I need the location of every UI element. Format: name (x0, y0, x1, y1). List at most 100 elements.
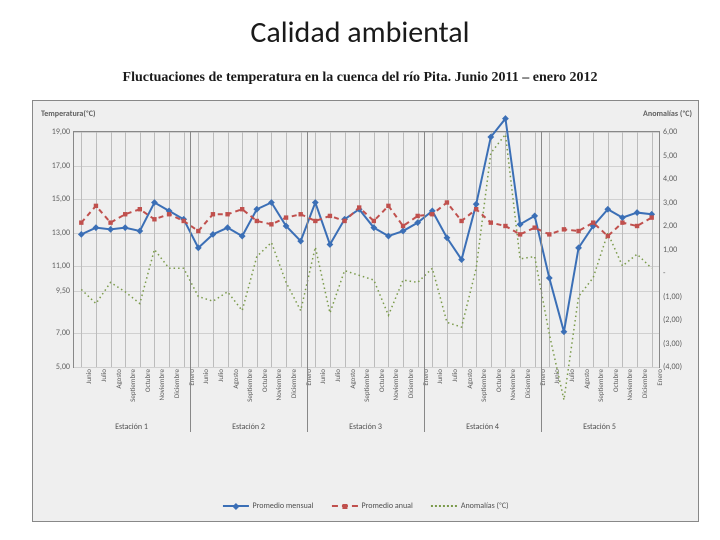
marker-promedio_anual (503, 224, 507, 228)
x-tick-month: Octubre (260, 369, 269, 392)
y-tick-right: 2,00 (663, 221, 677, 231)
marker-promedio_anual (474, 207, 478, 211)
marker-promedio_anual (620, 220, 624, 224)
x-tick-month: Enero (304, 369, 313, 386)
marker-promedio_anual (94, 204, 98, 208)
y-tick-right: 1,00 (663, 245, 677, 255)
marker-promedio_anual (298, 212, 302, 216)
marker-promedio_anual (357, 205, 361, 209)
x-tick-month: Agosto (231, 369, 240, 389)
marker-promedio_anual (386, 204, 390, 208)
marker-promedio_anual (269, 222, 273, 226)
x-tick-month: Diciembre (406, 369, 415, 398)
x-tick-month: Enero (187, 369, 196, 386)
plot-area: 5,007,009,5011,0013,0015,0017,0019,00(4,… (73, 131, 660, 368)
x-tick-month: Junio (201, 369, 210, 384)
x-tick-month: Octubre (494, 369, 503, 392)
y-tick-right: 6,00 (663, 127, 677, 137)
marker-promedio_mensual (634, 209, 641, 216)
station-label: Estación 4 (466, 422, 499, 432)
y-tick-left: 13,00 (52, 228, 70, 238)
x-tick-month: Junio (435, 369, 444, 384)
slide: Calidad ambiental Fluctuaciones de tempe… (0, 0, 720, 540)
x-tick-month: Septiembre (479, 369, 488, 402)
marker-promedio_mensual (561, 328, 568, 335)
marker-promedio_anual (313, 219, 317, 223)
marker-promedio_anual (606, 234, 610, 238)
marker-promedio_anual (635, 224, 639, 228)
marker-promedio_anual (181, 219, 185, 223)
series-anomalias (81, 134, 651, 400)
y-tick-left: 17,00 (52, 161, 70, 171)
marker-promedio_anual (576, 229, 580, 233)
x-tick-month: Agosto (465, 369, 474, 389)
y-tick-right: (2,00) (663, 315, 682, 325)
marker-promedio_anual (489, 220, 493, 224)
series-promedio_mensual (81, 119, 651, 332)
x-tick-month: Agosto (348, 369, 357, 389)
y-tick-left: 5,00 (56, 362, 70, 372)
legend-item-promedio_mensual: Promedio mensual (222, 501, 313, 511)
legend-label: Promedio mensual (252, 501, 313, 511)
marker-promedio_anual (547, 232, 551, 236)
marker-promedio_anual (123, 212, 127, 216)
marker-promedio_anual (342, 219, 346, 223)
y-tick-right: 3,00 (663, 198, 677, 208)
station-separator (424, 131, 425, 432)
station-label: Estación 1 (115, 422, 148, 432)
marker-promedio_anual (430, 212, 434, 216)
y-tick-left: 11,00 (52, 261, 70, 271)
x-tick-month: Agosto (582, 369, 591, 389)
marker-promedio_anual (415, 214, 419, 218)
marker-promedio_anual (108, 220, 112, 224)
marker-promedio_mensual (473, 201, 480, 208)
x-tick-month: Julio (333, 369, 342, 382)
marker-promedio_anual (518, 232, 522, 236)
legend-item-promedio_anual: Promedio anual (331, 501, 412, 511)
station-label: Estación 2 (232, 422, 265, 432)
x-tick-month: Noviembre (157, 369, 166, 401)
x-tick-month: Septiembre (362, 369, 371, 402)
y-axis-right-title: Anomalías (ᵒC) (643, 109, 692, 119)
x-tick-month: Junio (318, 369, 327, 384)
x-tick-month: Diciembre (640, 369, 649, 398)
x-tick-month: Octubre (611, 369, 620, 392)
marker-promedio_anual (240, 207, 244, 211)
x-tick-month: Noviembre (625, 369, 634, 401)
marker-promedio_anual (225, 212, 229, 216)
marker-promedio_anual (152, 217, 156, 221)
page-title: Calidad ambiental (0, 14, 720, 51)
y-tick-right: (1,00) (663, 292, 682, 302)
y-tick-right: (4,00) (663, 362, 682, 372)
marker-promedio_anual (211, 212, 215, 216)
station-separator (541, 131, 542, 432)
marker-promedio_mensual (93, 224, 100, 231)
y-tick-right: 5,00 (663, 151, 677, 161)
x-tick-month: Julio (99, 369, 108, 382)
x-tick-month: Octubre (377, 369, 386, 392)
marker-promedio_anual (372, 219, 376, 223)
y-tick-left: 15,00 (52, 194, 70, 204)
x-tick-month: Septiembre (596, 369, 605, 402)
station-label: Estación 3 (349, 422, 382, 432)
x-tick-month: Octubre (143, 369, 152, 392)
marker-promedio_anual (591, 220, 595, 224)
station-label: Estación 5 (583, 422, 616, 432)
y-tick-right: (3,00) (663, 339, 682, 349)
marker-promedio_anual (255, 219, 259, 223)
y-axis-left-title: Temperatura(ᵒC) (41, 109, 96, 119)
x-tick-month: Noviembre (274, 369, 283, 401)
x-tick-month: Septiembre (128, 369, 137, 402)
y-tick-left: 7,00 (56, 328, 70, 338)
marker-promedio_anual (79, 220, 83, 224)
marker-promedio_mensual (136, 228, 143, 235)
x-tick-month: Agosto (114, 369, 123, 389)
x-tick-month: Enero (655, 369, 664, 386)
station-separator (307, 131, 308, 432)
x-tick-month: Julio (450, 369, 459, 382)
legend-item-anomalias: Anomalías (ᵒC) (431, 501, 509, 511)
x-tick-month: Julio (567, 369, 576, 382)
marker-promedio_mensual (546, 275, 553, 282)
marker-promedio_anual (196, 229, 200, 233)
y-tick-right: 4,00 (663, 174, 677, 184)
